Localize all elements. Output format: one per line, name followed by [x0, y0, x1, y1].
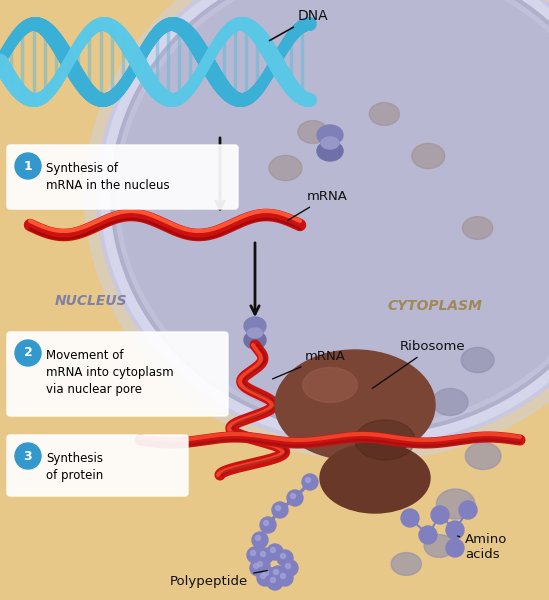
Ellipse shape: [436, 489, 475, 519]
Ellipse shape: [302, 367, 357, 403]
Ellipse shape: [281, 574, 285, 578]
Text: CYTOPLASM: CYTOPLASM: [388, 299, 483, 313]
Ellipse shape: [275, 350, 435, 460]
Ellipse shape: [244, 331, 266, 349]
Ellipse shape: [85, 0, 549, 460]
Ellipse shape: [270, 566, 286, 582]
Ellipse shape: [285, 563, 290, 569]
Ellipse shape: [257, 562, 262, 566]
Ellipse shape: [401, 509, 419, 527]
Ellipse shape: [267, 574, 283, 590]
Ellipse shape: [273, 569, 278, 575]
Ellipse shape: [260, 567, 276, 583]
Ellipse shape: [254, 558, 270, 574]
Ellipse shape: [250, 560, 266, 576]
Ellipse shape: [320, 443, 430, 513]
Circle shape: [15, 443, 41, 469]
Ellipse shape: [250, 551, 255, 556]
Ellipse shape: [431, 506, 449, 524]
Text: 1: 1: [24, 160, 32, 173]
Text: DNA: DNA: [270, 9, 329, 41]
Ellipse shape: [260, 517, 276, 533]
Text: 3: 3: [24, 449, 32, 463]
Ellipse shape: [461, 347, 494, 373]
Text: Movement of
mRNA into cytoplasm
via nuclear pore: Movement of mRNA into cytoplasm via nucl…: [46, 349, 173, 396]
Ellipse shape: [277, 550, 293, 566]
Ellipse shape: [317, 125, 343, 145]
Ellipse shape: [412, 143, 445, 169]
Ellipse shape: [272, 502, 288, 518]
Ellipse shape: [252, 532, 268, 548]
Ellipse shape: [257, 570, 273, 586]
Ellipse shape: [276, 505, 281, 511]
Ellipse shape: [424, 535, 455, 557]
Ellipse shape: [264, 520, 268, 526]
Ellipse shape: [244, 317, 266, 335]
Ellipse shape: [271, 547, 276, 553]
FancyBboxPatch shape: [7, 435, 188, 496]
Ellipse shape: [260, 551, 266, 557]
FancyBboxPatch shape: [7, 145, 238, 209]
Ellipse shape: [459, 501, 477, 519]
Text: NUCLEUS: NUCLEUS: [55, 294, 127, 308]
Ellipse shape: [257, 548, 273, 564]
Ellipse shape: [269, 155, 302, 181]
Ellipse shape: [264, 571, 268, 575]
Ellipse shape: [302, 474, 318, 490]
Text: mRNA: mRNA: [287, 190, 348, 221]
Ellipse shape: [298, 121, 328, 143]
Circle shape: [15, 153, 41, 179]
Text: Amino
acids: Amino acids: [457, 533, 507, 561]
Ellipse shape: [287, 490, 303, 506]
Ellipse shape: [290, 493, 295, 499]
Ellipse shape: [369, 103, 399, 125]
Ellipse shape: [281, 553, 285, 559]
Ellipse shape: [248, 328, 262, 338]
Ellipse shape: [271, 577, 276, 583]
Ellipse shape: [317, 141, 343, 161]
Text: Synthesis of
mRNA in the nucleus: Synthesis of mRNA in the nucleus: [46, 162, 170, 192]
Ellipse shape: [260, 574, 266, 578]
Text: Polypeptide: Polypeptide: [170, 571, 267, 588]
Ellipse shape: [255, 535, 260, 541]
Ellipse shape: [466, 443, 501, 469]
FancyBboxPatch shape: [7, 332, 228, 416]
Ellipse shape: [105, 0, 549, 440]
Ellipse shape: [267, 544, 283, 560]
Text: Synthesis
of protein: Synthesis of protein: [46, 452, 103, 482]
Ellipse shape: [321, 137, 339, 149]
Circle shape: [15, 340, 41, 366]
Ellipse shape: [433, 389, 468, 415]
Ellipse shape: [446, 521, 464, 539]
Text: Ribosome: Ribosome: [372, 340, 466, 388]
Text: 2: 2: [24, 346, 32, 359]
Ellipse shape: [247, 547, 263, 563]
Ellipse shape: [446, 539, 464, 557]
Ellipse shape: [419, 526, 437, 544]
Ellipse shape: [305, 478, 311, 482]
Ellipse shape: [462, 217, 493, 239]
Ellipse shape: [391, 553, 422, 575]
Ellipse shape: [282, 560, 298, 576]
Ellipse shape: [254, 563, 259, 569]
Text: mRNA: mRNA: [272, 350, 346, 379]
Ellipse shape: [120, 0, 549, 425]
Ellipse shape: [355, 420, 415, 460]
Ellipse shape: [277, 570, 293, 586]
